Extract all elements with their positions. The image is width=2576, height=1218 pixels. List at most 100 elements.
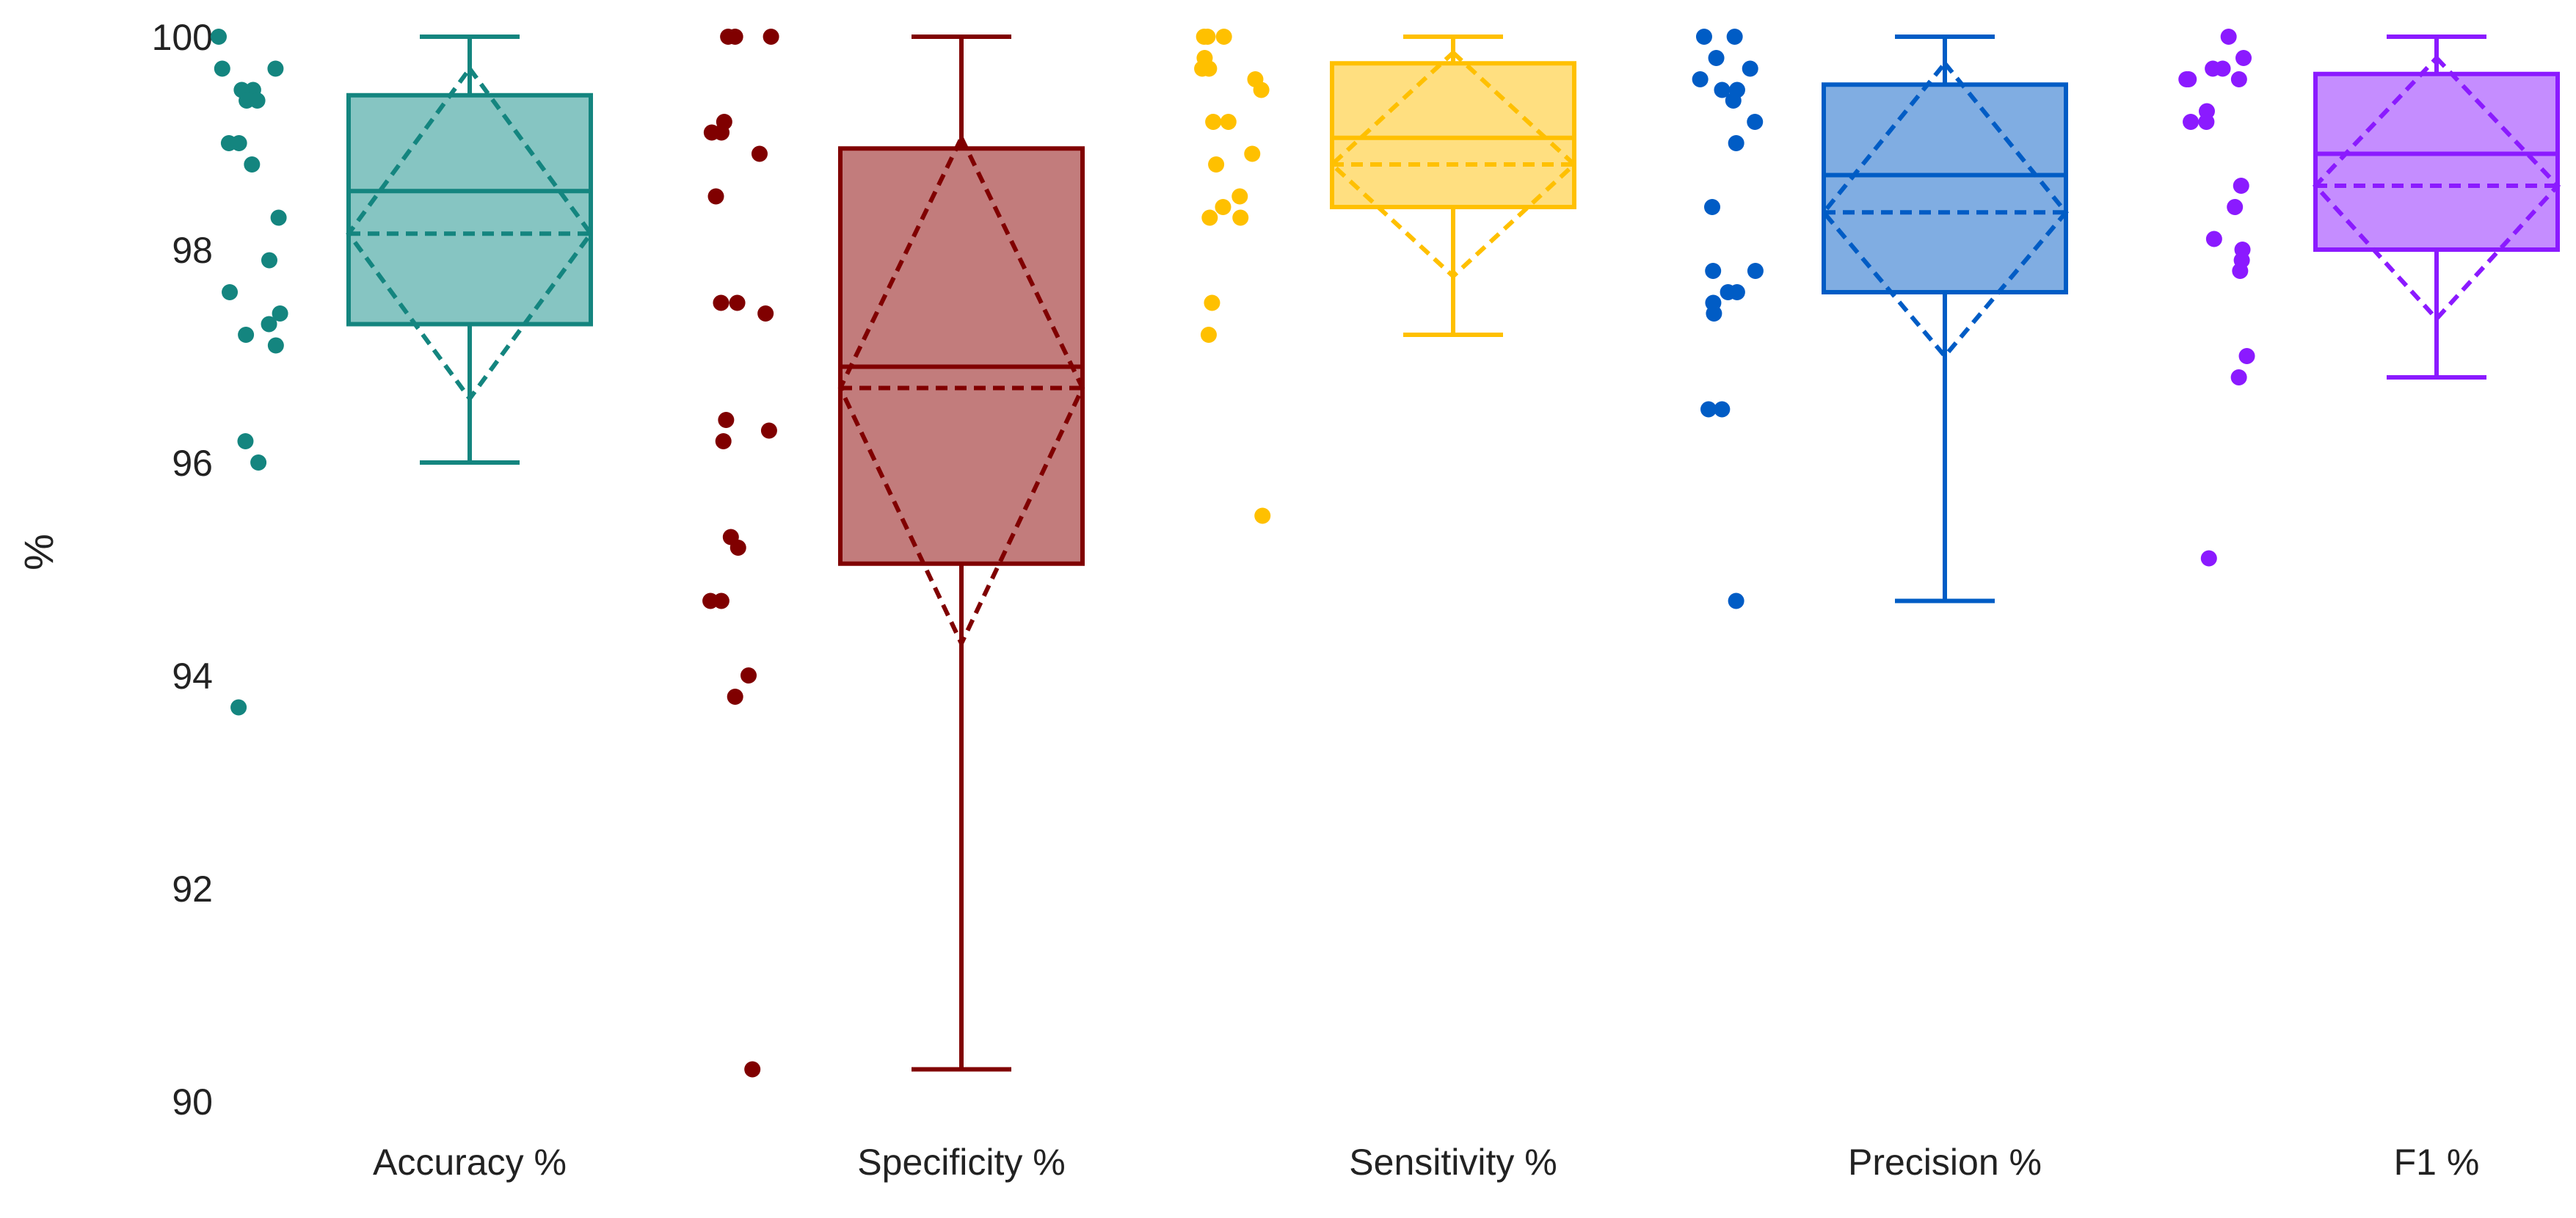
data-point [1201, 209, 1218, 226]
data-point [249, 93, 266, 109]
data-point [1700, 401, 1717, 418]
data-point [729, 294, 746, 311]
y-tick-label: 92 [172, 869, 213, 910]
data-point [1706, 305, 1722, 322]
data-point [2180, 71, 2197, 87]
data-point [1725, 93, 1742, 109]
y-tick-label: 94 [172, 656, 213, 697]
data-point [751, 145, 768, 162]
sd-diamond [837, 132, 1085, 649]
data-point [1215, 199, 1231, 215]
data-point [2220, 29, 2237, 45]
iqr-box [1822, 82, 2068, 294]
y-tick-label: 98 [172, 230, 213, 271]
data-point [1708, 50, 1725, 66]
data-point [1196, 29, 1212, 45]
data-point [272, 305, 288, 322]
data-point [250, 454, 267, 471]
data-point [1704, 199, 1721, 215]
data-point [2198, 114, 2215, 130]
data-point [741, 667, 757, 684]
x-category-label: Precision % [1848, 1142, 2042, 1183]
data-point [1208, 156, 1225, 173]
data-point [1204, 294, 1220, 311]
data-point [2227, 199, 2244, 215]
data-point [2205, 231, 2222, 247]
x-category-label: Sensitivity % [1349, 1142, 1557, 1183]
data-point [2230, 71, 2247, 87]
data-point [267, 60, 284, 77]
data-point [1205, 114, 1222, 130]
data-point [222, 284, 239, 300]
sd-diamond [1328, 49, 1578, 280]
data-point [230, 135, 247, 151]
sd-diamond [2312, 54, 2561, 322]
data-point [2183, 114, 2200, 130]
data-point [1215, 29, 1232, 45]
data-point [1220, 114, 1237, 130]
data-point [1728, 592, 1744, 609]
data-point [237, 433, 254, 449]
box-group-4 [1692, 29, 2069, 609]
data-point [211, 29, 227, 45]
y-tick-label: 96 [172, 443, 213, 484]
data-point [1232, 209, 1249, 226]
data-point [713, 592, 729, 609]
data-point [1253, 81, 1270, 98]
data-point [757, 305, 774, 322]
iqr-box [1330, 61, 1576, 209]
data-point [763, 29, 779, 45]
data-point [1231, 188, 1248, 205]
data-point [261, 316, 277, 333]
iqr-box [2313, 71, 2560, 252]
data-point [2235, 50, 2252, 66]
data-point [2233, 178, 2249, 194]
data-point [261, 252, 277, 269]
data-point [1254, 507, 1271, 524]
data-point [715, 433, 732, 449]
data-point [1244, 145, 1261, 162]
iqr-box [838, 146, 1085, 566]
data-point [1728, 135, 1744, 151]
data-point [2230, 369, 2247, 385]
data-point [1695, 29, 1712, 45]
box-group-3 [1194, 29, 1578, 524]
data-point [238, 327, 255, 343]
y-axis: 90 92 94 96 98 100 [152, 17, 213, 1123]
sd-diamond [1821, 59, 2069, 360]
data-point [2238, 348, 2255, 364]
data-point [1692, 71, 1709, 87]
data-point [2214, 60, 2231, 77]
data-point [760, 422, 777, 439]
data-point [727, 29, 743, 45]
data-point [1200, 327, 1217, 343]
box-group-2 [702, 29, 1085, 1078]
data-point [713, 294, 729, 311]
data-point [744, 1061, 761, 1078]
data-point [1705, 263, 1722, 279]
data-point [1742, 60, 1758, 77]
x-category-label: Accuracy % [373, 1142, 567, 1183]
y-tick-label: 100 [152, 17, 213, 58]
data-point [270, 209, 287, 226]
box-group-1 [211, 29, 594, 716]
sd-diamond [346, 65, 594, 403]
data-point [1728, 284, 1745, 300]
x-axis: Accuracy % Specificity % Sensitivity % Prec… [373, 1142, 2479, 1183]
data-point [244, 156, 261, 173]
iqr-box [346, 93, 593, 327]
y-tick-label: 90 [172, 1081, 213, 1123]
y-axis-label: % [15, 534, 62, 570]
data-point [729, 540, 746, 556]
x-category-label: F1 % [2394, 1142, 2480, 1183]
data-point [1714, 81, 1731, 98]
x-category-label: Specificity % [857, 1142, 1065, 1183]
data-point [1747, 263, 1764, 279]
data-point [1726, 29, 1743, 45]
data-point [1714, 401, 1731, 418]
data-point [214, 60, 230, 77]
data-point [267, 337, 284, 354]
data-point [727, 689, 743, 705]
data-point [1747, 114, 1764, 130]
